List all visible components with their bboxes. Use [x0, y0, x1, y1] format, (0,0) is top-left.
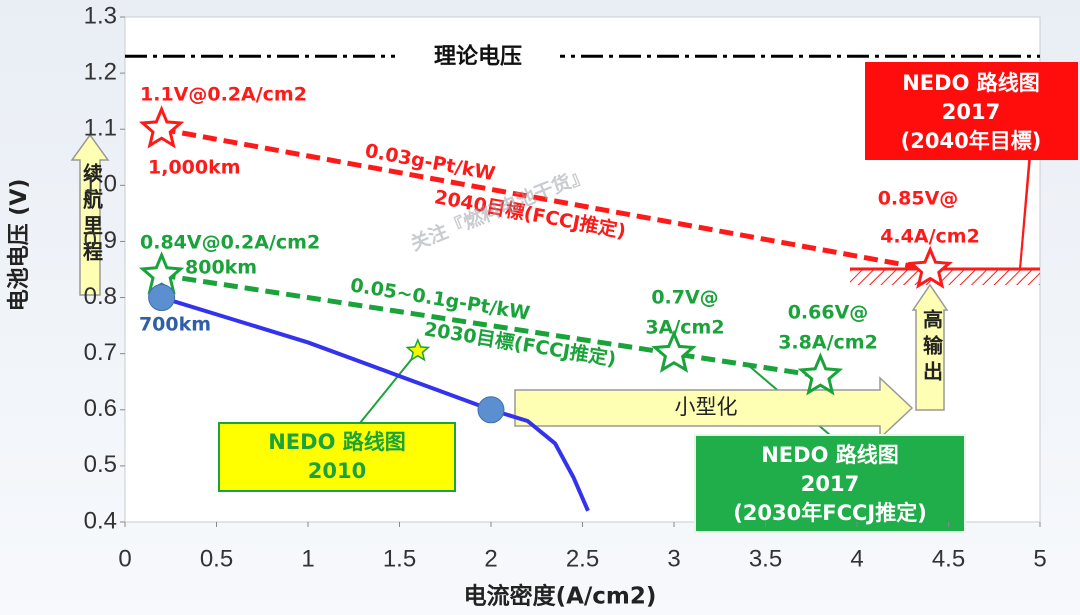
x-tick-label: 2 — [484, 545, 497, 572]
box — [865, 62, 1078, 160]
reference-label: 理论电压 — [434, 43, 522, 69]
star-marker — [405, 337, 431, 362]
arrow-label: 小型化 — [675, 395, 738, 419]
leader — [359, 354, 416, 424]
y-tick-label: 0.5 — [84, 451, 117, 478]
box-text: 2017 — [942, 100, 1000, 124]
box-text: NEDO 路线图 — [902, 71, 1040, 95]
star-marker — [797, 352, 844, 396]
annotation: 3A/cm2 — [645, 317, 724, 339]
hatch — [850, 269, 1040, 285]
series-line — [161, 272, 821, 379]
annotation: 1.1V@0.2A/cm2 — [140, 84, 307, 106]
x-tick-label: 0.5 — [200, 545, 233, 572]
x-tick-label: 0 — [118, 545, 131, 572]
star-marker — [651, 329, 697, 373]
leader — [1019, 157, 1031, 270]
y-tick-label: 0.6 — [84, 395, 117, 422]
arrow — [514, 376, 914, 440]
x-tick-label: 4.5 — [932, 545, 965, 572]
y-tick-label: 0.7 — [84, 339, 117, 366]
star-marker — [138, 105, 185, 149]
circle-marker — [148, 284, 176, 312]
x-tick-label: 3 — [667, 545, 680, 572]
annotation: 3.8A/cm2 — [778, 332, 878, 354]
y-tick-label: 1.0 — [84, 171, 117, 198]
y-tick-label: 0.8 — [84, 283, 117, 310]
box — [694, 434, 966, 533]
y-tick-label: 1.1 — [84, 115, 117, 142]
box-text: 2017 — [801, 472, 859, 496]
label-bg — [395, 39, 560, 74]
annotation: 1,000km — [148, 157, 241, 179]
x-axis-title: 电流密度(A/cm2) — [464, 583, 657, 610]
x-tick-label: 2.5 — [566, 545, 599, 572]
box-text: (2040年目標) — [901, 129, 1042, 153]
annotation: 800km — [185, 257, 257, 279]
y-tick-label: 0.4 — [84, 507, 117, 534]
annotation: 0.85V@ — [878, 188, 959, 210]
x-tick-label: 1 — [301, 545, 314, 572]
annotation: 0.66V@ — [788, 302, 869, 324]
star-marker — [907, 245, 953, 289]
box-text: NEDO 路线图 — [761, 443, 899, 467]
x-tick-label: 5 — [1033, 545, 1046, 572]
x-tick-label: 3.5 — [749, 545, 782, 572]
y-tick-label: 1.3 — [84, 2, 117, 29]
box — [218, 422, 456, 492]
annotation: 0.7V@ — [651, 287, 718, 309]
y-tick-label: 1.2 — [84, 58, 117, 85]
x-tick-label: 1.5 — [383, 545, 416, 572]
annotation: 700km — [139, 314, 211, 336]
box-text: (2030年FCCJ推定) — [733, 501, 927, 525]
annotation: 0.84V@0.2A/cm2 — [140, 232, 320, 254]
x-tick-label: 4 — [850, 545, 863, 572]
arrow — [911, 283, 949, 411]
circle-marker — [477, 396, 505, 424]
arrow-label: 续航里程 — [80, 162, 104, 267]
series-line — [161, 126, 931, 272]
arrow — [70, 133, 110, 296]
y-axis-title: 电池电压 (V) — [7, 179, 32, 312]
box-text: 2010 — [308, 459, 366, 483]
arrow-label: 高输出 — [920, 308, 944, 387]
annotation: 4.4A/cm2 — [880, 226, 980, 248]
y-tick-label: 0.9 — [84, 227, 117, 254]
box-text: NEDO 路线图 — [268, 430, 406, 454]
